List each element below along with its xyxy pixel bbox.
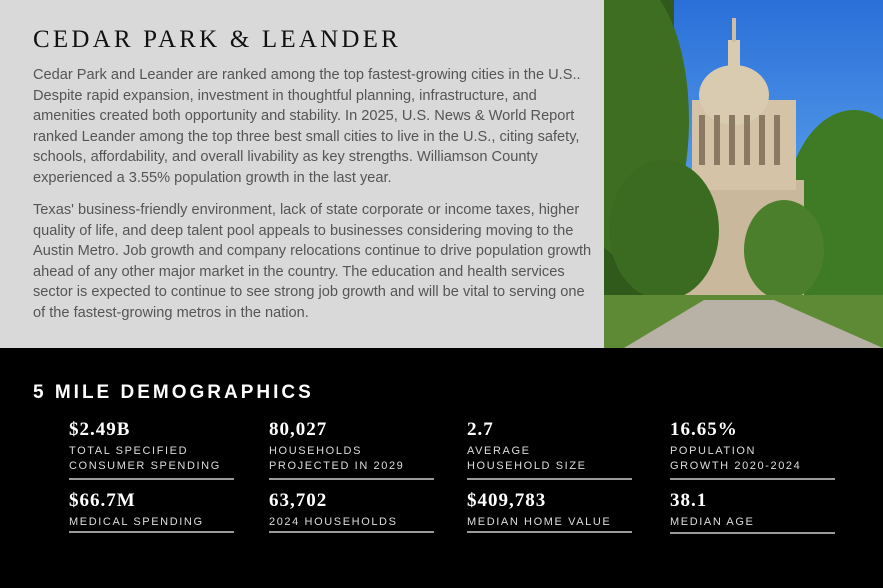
stat-median-age: 38.1 MEDIAN AGE [670,490,835,530]
divider [467,478,632,480]
stat-value: 38.1 [670,490,708,511]
stat-value: $66.7M [69,490,136,511]
divider [670,478,835,480]
stat-label: HOUSEHOLDS PROJECTED IN 2029 [269,445,405,472]
divider [269,478,434,480]
stat-value: $409,783 [467,490,547,511]
page-title: CEDAR PARK & LEANDER [33,26,401,53]
stat-label: 2024 HOUSEHOLDS [269,516,398,528]
divider [69,478,234,480]
divider [69,531,234,533]
stat-households-2024: 63,702 2024 HOUSEHOLDS [269,490,434,530]
divider [670,532,835,534]
stat-label: POPULATION GROWTH 2020-2024 [670,445,802,472]
stat-population-growth: 16.65% POPULATION GROWTH 2020-2024 [670,419,835,474]
business-paragraph: Texas' business-friendly environment, la… [33,202,592,321]
stat-medical-spending: $66.7M MEDICAL SPENDING [69,490,234,530]
stat-label: TOTAL SPECIFIED CONSUMER SPENDING [69,445,221,472]
stat-value: 63,702 [269,490,328,511]
stat-label: AVERAGE HOUSEHOLD SIZE [467,445,587,472]
texas-capitol-photo [604,0,883,348]
stat-value: 80,027 [269,419,328,440]
demographics-title: 5 MILE DEMOGRAPHICS [33,382,314,403]
stat-total-consumer-spending: $2.49B TOTAL SPECIFIED CONSUMER SPENDING [69,419,234,474]
divider [269,531,434,533]
stat-households-2029: 80,027 HOUSEHOLDS PROJECTED IN 2029 [269,419,434,474]
stat-value: 16.65% [670,419,738,440]
intro-panel: CEDAR PARK & LEANDER Cedar Park and Lean… [0,0,604,348]
stat-label: MEDICAL SPENDING [69,516,204,528]
stat-household-size: 2.7 AVERAGE HOUSEHOLD SIZE [467,419,632,474]
stat-label: MEDIAN AGE [670,516,755,528]
demographics-panel [0,348,883,588]
stat-median-home-value: $409,783 MEDIAN HOME VALUE [467,490,632,530]
stat-label: MEDIAN HOME VALUE [467,516,612,528]
stat-value: 2.7 [467,419,494,440]
intro-paragraph: Cedar Park and Leander are ranked among … [33,67,581,186]
divider [467,531,632,533]
stat-value: $2.49B [69,419,131,440]
